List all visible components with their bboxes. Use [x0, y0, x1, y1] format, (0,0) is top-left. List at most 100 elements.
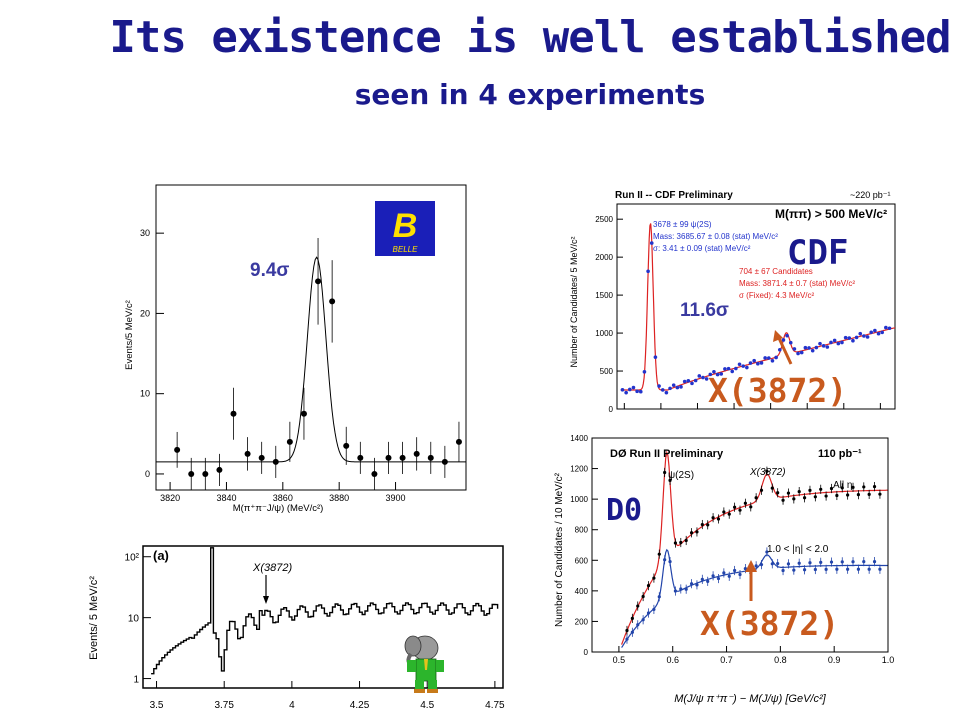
d0-point-all-eta — [695, 530, 699, 534]
d0-point-forward-eta — [679, 587, 683, 591]
d0-point-forward-eta — [689, 582, 694, 586]
d0-ytick-label: 1000 — [570, 495, 588, 504]
belle-ytick-label: 0 — [145, 469, 150, 479]
cdf-chart: 0 500 1000 1500 2000 2500 Run II -- CDF Preli… — [565, 182, 900, 415]
cdf-data-point — [737, 362, 742, 367]
d0-point-forward-eta — [759, 563, 764, 567]
belle-ytick-label: 20 — [140, 308, 150, 318]
d0-point-forward-eta — [878, 567, 882, 571]
d0-point-all-eta — [689, 531, 694, 535]
babar-ytick-label: 10² — [125, 553, 140, 564]
cdf-ytick-label: 1000 — [595, 329, 613, 338]
cdf-data-point — [642, 370, 647, 374]
d0-ytick-label: 0 — [584, 648, 589, 657]
cdf-cut: M(ππ) > 500 MeV/c² — [775, 207, 887, 221]
cdf-data-point — [631, 385, 636, 390]
d0-point-forward-eta — [872, 560, 877, 564]
d0-point-all-eta — [776, 491, 780, 495]
cdf-data-point — [752, 358, 756, 363]
belle-data-point — [455, 438, 462, 445]
cdf-ytick-label: 0 — [609, 405, 614, 414]
babar-xtick-label: 4.5 — [420, 700, 434, 711]
d0-point-all-eta — [835, 493, 839, 498]
d0-point-all-eta — [872, 485, 877, 489]
belle-data-point — [329, 298, 336, 305]
belle-ylabel: Events/5 MeV/c² — [124, 300, 135, 370]
cdf-data-point — [726, 366, 731, 371]
cdf-data-point — [873, 328, 877, 333]
d0-point-forward-eta — [824, 567, 828, 571]
d0-xtick-label: 0.9 — [828, 655, 841, 665]
cdf-data-point — [880, 330, 884, 335]
cdf-data-point — [686, 379, 691, 383]
belle-data-point — [300, 410, 307, 417]
belle-ytick-label: 30 — [140, 228, 150, 238]
babar-xtick-label: 3.5 — [150, 700, 164, 711]
cdf-data-point — [884, 325, 888, 330]
cdf-data-point — [818, 341, 822, 346]
belle-chart: 3820 3840 3860 3880 3900 0 10 20 30 B BELLE 9.4σ… — [118, 180, 480, 522]
d0-point-all-eta — [668, 478, 672, 482]
cdf-data-point — [843, 335, 848, 340]
cdf-data-point — [788, 340, 793, 345]
d0-point-forward-eta — [625, 637, 629, 641]
d0-xtick-label: 0.7 — [720, 655, 733, 665]
belle-data-point — [202, 470, 209, 477]
cdf-ytick-label: 2500 — [595, 215, 613, 224]
babar-ytick-label: 1 — [133, 675, 139, 686]
d0-point-forward-eta — [716, 576, 721, 581]
d0-point-forward-eta — [819, 560, 823, 564]
babar-chart: 1 10 10² 3.5 3.75 4 4.25 4.5 4.75 (a) X(3872) Ev… — [85, 538, 510, 718]
belle-xtick-label: 3860 — [273, 493, 293, 503]
babar-peak-label: X(3872) — [252, 562, 292, 574]
belle-xlabel: M(π⁺π⁻J/ψ) (MeV/c²) — [233, 503, 324, 514]
d0-point-forward-eta — [851, 560, 855, 564]
cdf-data-point — [821, 344, 826, 348]
babar-xtick-label: 4.25 — [350, 700, 370, 711]
cdf-data-point — [781, 338, 786, 342]
babar-ytick-label: 10 — [128, 614, 140, 625]
d0-point-all-eta — [754, 496, 758, 500]
babar-histogram — [151, 547, 499, 675]
cdf-data-point — [675, 385, 680, 390]
d0-point-all-eta — [829, 486, 834, 491]
belle-data-point — [357, 454, 364, 461]
d0-xtick-label: 0.6 — [666, 655, 679, 665]
cdf-psi-line-2: Mass: 3685.67 ± 0.08 (stat) MeV/c² — [653, 232, 778, 241]
d0-point-all-eta — [743, 501, 747, 505]
belle-data-point — [441, 458, 448, 465]
cdf-ytick-label: 1500 — [595, 291, 613, 300]
cdf-data-point — [814, 345, 819, 350]
d0-point-all-eta — [679, 540, 683, 545]
cdf-data-point — [708, 372, 713, 377]
d0-point-forward-eta — [673, 589, 678, 593]
cdf-data-point — [734, 366, 738, 371]
slide-subtitle: seen in 4 experiments — [354, 78, 706, 111]
d0-point-forward-eta — [646, 611, 651, 615]
d0-x-label: X(3872) — [749, 467, 786, 478]
babar-panel-label: (a) — [153, 548, 169, 563]
d0-point-all-eta — [808, 488, 812, 492]
d0-point-all-eta — [824, 494, 828, 498]
cdf-data-point — [653, 355, 658, 359]
belle-data-point — [272, 458, 279, 465]
d0-point-all-eta — [700, 522, 704, 527]
cdf-significance: 11.6σ — [680, 300, 729, 321]
belle-frame — [155, 184, 467, 491]
cdf-data-point — [748, 361, 753, 365]
cdf-data-point — [657, 384, 661, 388]
belle-data-point — [258, 454, 265, 461]
d0-label: D0 — [606, 493, 642, 528]
babar-frame — [142, 545, 504, 689]
d0-point-forward-eta — [867, 567, 871, 571]
cdf-data-point — [628, 387, 632, 392]
cdf-data-point — [865, 335, 870, 339]
d0-point-all-eta — [706, 523, 710, 527]
cdf-ytick-label: 2000 — [595, 253, 613, 262]
d0-point-forward-eta — [862, 560, 866, 564]
cdf-x-line-2: Mass: 3871.4 ± 0.7 (stat) MeV/c² — [739, 279, 855, 288]
d0-point-all-eta — [657, 552, 661, 556]
cdf-data-point — [854, 335, 859, 340]
cdf-label: CDF — [787, 233, 848, 273]
d0-point-forward-eta — [722, 571, 726, 575]
